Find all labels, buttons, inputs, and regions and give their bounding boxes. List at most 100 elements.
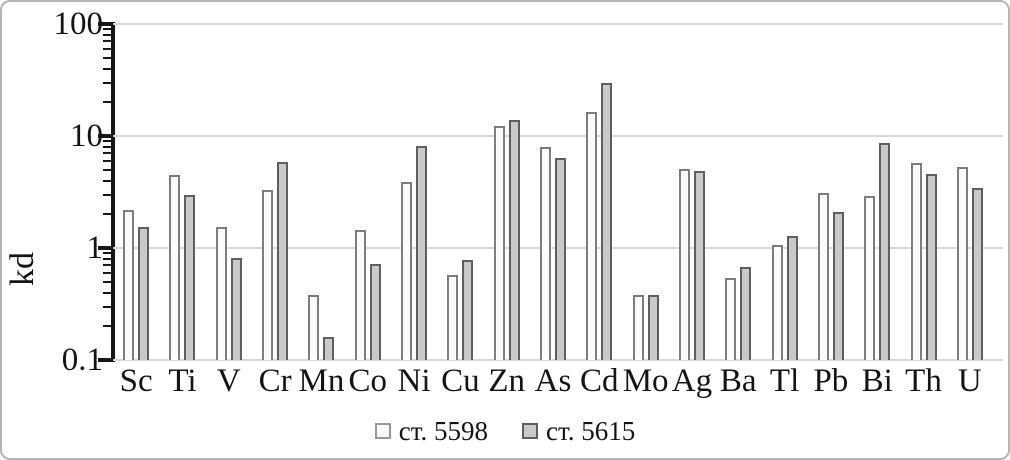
legend-item-st5615: ст. 5615 <box>522 416 635 447</box>
x-tick-label-Ni: Ni <box>397 363 431 399</box>
x-tick-label-Bi: Bi <box>861 363 893 399</box>
y-axis-tick <box>103 271 111 274</box>
bar-Ag-series0 <box>678 168 690 360</box>
x-tick-label-Cr: Cr <box>258 363 292 399</box>
y-axis-tick <box>103 257 111 260</box>
y-axis-tick <box>103 252 111 255</box>
x-tick-label-Sc: Sc <box>119 363 153 399</box>
y-axis-tick <box>103 56 111 59</box>
y-axis-tick <box>103 264 111 267</box>
x-tick-label-Zn: Zn <box>488 363 525 399</box>
bar-As-series0 <box>540 146 551 360</box>
bar-Pb-series1 <box>832 211 844 360</box>
bar-Cr-series0 <box>262 189 274 360</box>
bar-Mo-series1 <box>647 295 659 360</box>
legend-item-st5598: ст. 5598 <box>374 415 488 447</box>
bar-Cd-series1 <box>601 82 613 360</box>
y-tick-label-10: 10 <box>70 118 103 154</box>
bar-Ba-series0 <box>725 277 737 360</box>
bar-Bi-series0 <box>864 196 876 360</box>
y-axis-tick <box>103 81 111 84</box>
x-tick-label-Ag: Ag <box>671 363 713 399</box>
y-axis-tick <box>103 325 111 328</box>
y-axis-tick <box>103 33 111 36</box>
y-tick-label-1: 1 <box>86 230 104 266</box>
y-axis-tick <box>103 280 111 283</box>
bar-Tl-series1 <box>786 236 798 360</box>
bar-Mn-series0 <box>308 295 320 360</box>
x-tick-label-Ba: Ba <box>719 363 757 399</box>
y-axis-tick <box>103 179 111 182</box>
x-tick-label-Mo: Mo <box>622 363 669 399</box>
bar-Th-series1 <box>925 173 937 360</box>
bar-Ni-series0 <box>401 181 413 360</box>
y-axis-tick <box>103 28 111 31</box>
legend-label-st5598: ст. 5598 <box>398 415 488 446</box>
x-tick-label-Cu: Cu <box>441 363 480 399</box>
bar-Sc-series1 <box>138 226 150 360</box>
bar-Ba-series1 <box>740 267 752 360</box>
y-tick-label-100: 100 <box>53 6 104 42</box>
plot-area <box>113 23 1003 361</box>
bar-Ti-series0 <box>169 174 181 360</box>
legend: ст. 5598 ст. 5615 <box>2 414 1008 448</box>
y-axis-tick <box>103 67 111 70</box>
bar-Th-series0 <box>910 162 922 360</box>
y-axis-tick <box>103 213 111 216</box>
y-axis-tick <box>98 246 111 250</box>
x-tick-label-As: As <box>534 363 572 399</box>
bar-Cr-series1 <box>277 161 289 360</box>
bar-Co-series1 <box>369 263 381 360</box>
bar-Co-series0 <box>354 229 366 360</box>
bar-Cu-series0 <box>447 275 459 360</box>
bar-Sc-series0 <box>123 209 135 360</box>
gridline-10 <box>113 135 1003 137</box>
bar-Bi-series1 <box>879 142 891 360</box>
bar-V-series0 <box>215 226 227 360</box>
y-axis-line <box>111 22 115 362</box>
bar-Zn-series1 <box>508 120 520 360</box>
x-tick-label-Mn: Mn <box>298 363 345 399</box>
legend-label-st5615: ст. 5615 <box>546 415 636 446</box>
legend-swatch-st5615 <box>522 423 538 439</box>
y-tick-label-0.1: 0.1 <box>61 342 103 378</box>
y-axis-tick <box>103 305 111 308</box>
y-axis-tick <box>103 40 111 43</box>
y-axis-tick <box>103 140 111 143</box>
y-axis-tick <box>103 101 111 104</box>
bar-Mo-series0 <box>632 295 644 360</box>
bar-Tl-series0 <box>771 244 783 360</box>
gridline-0.1 <box>113 359 1003 361</box>
bar-Ni-series1 <box>416 145 428 360</box>
bar-Zn-series0 <box>493 125 505 360</box>
bar-Mn-series1 <box>323 337 335 360</box>
x-tick-label-Co: Co <box>348 363 387 399</box>
y-axis-tick <box>103 291 111 294</box>
x-tick-label-Cd: Cd <box>580 363 619 399</box>
x-axis-labels: Sc Ti V Cr Mn Co Ni Cu Zn As Cd Mo Ag Ba Tl Pb Bi Th U <box>113 361 993 403</box>
y-axis-tick <box>103 159 111 162</box>
bar-Cu-series1 <box>462 260 474 360</box>
y-axis-tick <box>103 145 111 148</box>
y-axis-tick <box>103 152 111 155</box>
bar-Cd-series0 <box>586 111 598 360</box>
y-axis-tick <box>98 22 111 26</box>
legend-swatch-st5598 <box>374 423 391 439</box>
y-axis-tick <box>98 358 111 362</box>
x-tick-label-V: V <box>216 363 241 399</box>
x-tick-label-U: U <box>957 363 982 399</box>
y-axis-tick <box>103 47 111 50</box>
bar-Ag-series1 <box>693 170 705 360</box>
bar-U-series0 <box>956 166 968 360</box>
x-tick-label-Ti: Ti <box>168 363 197 399</box>
x-tick-label-Th: Th <box>905 363 942 399</box>
bar-As-series1 <box>555 157 566 360</box>
bar-V-series1 <box>230 257 242 360</box>
x-tick-label-Pb: Pb <box>813 363 849 399</box>
y-axis-tick <box>103 168 111 171</box>
bar-Pb-series0 <box>817 192 829 360</box>
y-axis-tick <box>98 134 111 138</box>
x-tick-label-Tl: Tl <box>769 363 800 399</box>
y-axis-tick <box>103 193 111 196</box>
